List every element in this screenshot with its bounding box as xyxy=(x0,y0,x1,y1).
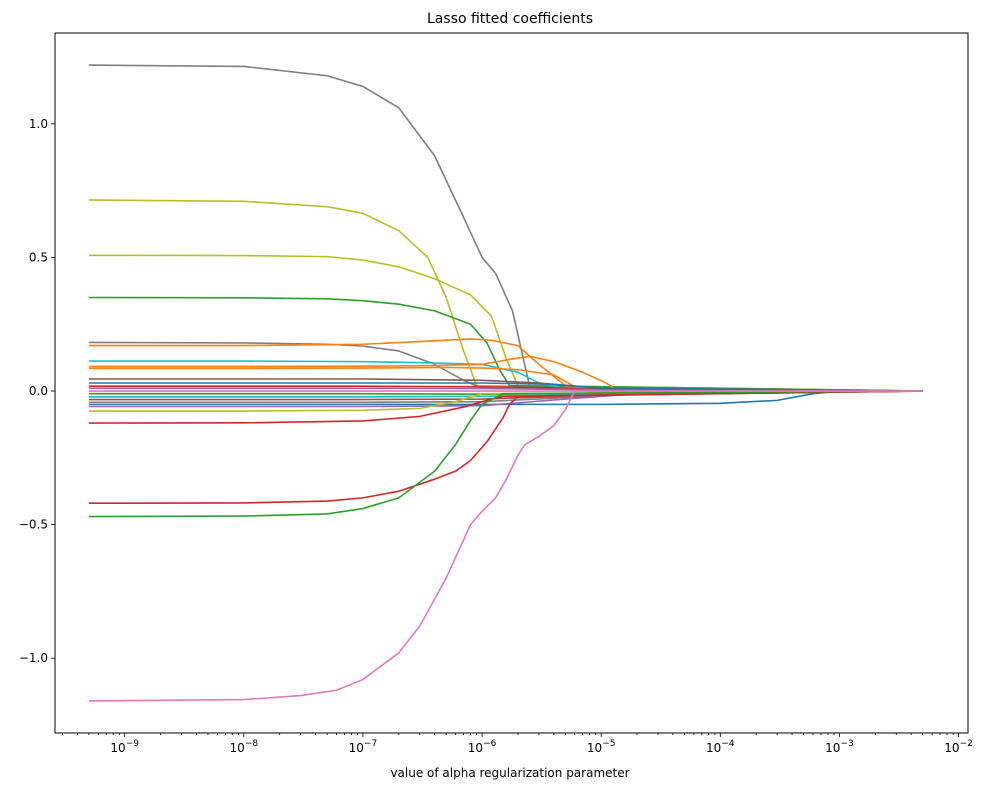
x-tick-label: 10−7 xyxy=(349,739,378,755)
series-line-10 xyxy=(88,382,923,392)
y-tick-label: 1.0 xyxy=(29,117,48,131)
series-line-22 xyxy=(88,390,923,505)
x-tick-label: 10−9 xyxy=(110,739,139,755)
x-tick-label: 10−4 xyxy=(706,739,735,755)
series-line-20 xyxy=(88,390,923,412)
y-tick-label: 0.0 xyxy=(29,384,48,398)
y-tick-label: 0.5 xyxy=(29,250,48,264)
series-line-0 xyxy=(88,64,923,392)
x-tick-label: 10−8 xyxy=(230,739,259,755)
series-line-24 xyxy=(88,390,923,702)
y-tick-label: −0.5 xyxy=(19,518,48,532)
x-tick-label: 10−5 xyxy=(587,739,616,755)
x-tick-label: 10−2 xyxy=(944,739,973,755)
series-line-2 xyxy=(88,254,923,392)
series-line-4 xyxy=(88,341,923,392)
x-tick-label: 10−3 xyxy=(825,739,854,755)
series-line-7 xyxy=(88,355,923,392)
series-line-21 xyxy=(88,390,923,424)
axes-layer: 10−9 10−8 10−7 10−6 10−5 10−4 10−3 10−2 1.0 0.5 0.… xyxy=(19,117,973,755)
x-axis-label: value of alpha regularization parameter xyxy=(390,766,629,780)
series-line-23 xyxy=(88,390,923,518)
series-line-5 xyxy=(88,338,923,392)
y-tick-label: −1.0 xyxy=(19,651,48,665)
plot-frame xyxy=(54,32,969,734)
series-layer xyxy=(88,64,923,702)
series-line-3 xyxy=(88,296,923,392)
chart-title: Lasso fitted coefficients xyxy=(427,11,593,27)
x-tick-label: 10−6 xyxy=(468,739,497,755)
